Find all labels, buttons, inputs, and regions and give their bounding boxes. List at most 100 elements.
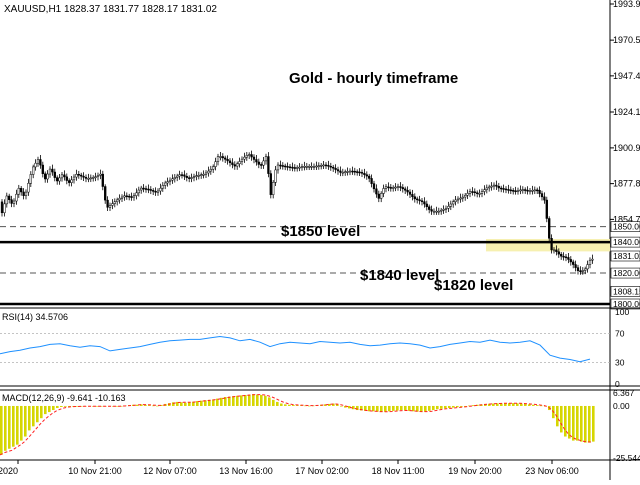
rsi-level-label: 70 [615,329,625,339]
macd-histogram-bar [444,405,447,409]
candle-body [382,188,385,194]
candle-body [591,258,594,261]
candle-body [224,157,227,160]
candle-body [413,196,416,200]
macd-histogram-bar [4,405,7,451]
macd-histogram-bar [232,396,235,406]
candle-body [185,175,188,178]
macd-histogram-bar [528,404,531,406]
candle-body [171,178,174,181]
candle-body [449,203,452,207]
macd-histogram-bar [192,401,195,406]
candle-body [111,203,114,206]
candle-body [490,185,493,188]
macd-histogram-bar [568,405,571,439]
macd-histogram-bar [280,403,283,406]
candle-body [236,163,239,167]
candle-body [56,177,59,182]
macd-histogram-bar [208,399,211,406]
macd-histogram-bar [464,405,467,407]
candle-body [228,160,232,163]
candle-body [269,173,272,195]
candle-body [140,187,143,191]
candle-body [485,187,488,190]
macd-histogram-bar [228,396,231,406]
candle-body [197,174,200,177]
candle-body [401,187,404,190]
candle-body [159,187,162,192]
candle-body [521,189,524,191]
candle-body [425,203,428,208]
candle-body [332,166,335,169]
macd-histogram-bar [324,404,327,406]
candle-body [276,164,280,171]
candle-body [384,186,388,189]
candle-body [488,186,491,189]
candle-body [435,210,438,213]
candle-body [243,156,246,160]
macd-histogram-bar [204,400,207,406]
macd-histogram-bar [392,405,395,411]
time-tick-label: 12 Nov 07:00 [143,466,197,476]
candle-body [137,189,140,194]
macd-histogram-bar [536,405,539,406]
candle-body [87,178,90,180]
level-tag-label: 1820.00 [613,268,640,278]
candle-body [341,171,344,174]
candle-body [432,210,436,213]
candle-body [468,191,472,194]
candle-body [142,187,145,190]
macd-histogram-bar [348,405,351,409]
candle-body [320,165,323,167]
price-candles [0,150,594,275]
candle-body [202,173,205,176]
candle-body [221,156,224,159]
macd-histogram-bar [176,401,179,406]
level-tag-label: 1808.15 [613,286,640,296]
macd-histogram-bar [364,405,367,411]
candle-body [173,177,176,180]
candle-body [34,162,37,168]
candle-body [339,170,342,173]
macd-histogram-bar [200,400,203,406]
macd-histogram-bar [16,405,19,445]
candle-body [226,159,229,162]
time-tick-label: 19 Nov 20:00 [448,466,502,476]
macd-histogram-bar [408,405,411,411]
candle-body [44,173,47,180]
macd-histogram-bar [556,405,559,427]
candle-body [24,191,28,196]
time-axis: Nov 2020 10 Nov 21:00 12 Nov 07:00 13 Nov 1… [0,460,579,476]
candle-body [288,166,292,169]
candle-body [209,168,212,172]
candle-body [161,185,164,189]
candle-body [212,166,215,170]
candle-body [41,164,44,174]
candle-body [264,156,268,162]
candle-body [574,264,577,268]
candle-body [272,182,275,195]
candle-body [132,195,136,198]
macd-histogram-bar [332,403,335,406]
candle-body [27,183,30,193]
annotation-1850-level: $1850 level [281,223,360,240]
candle-body [329,165,332,168]
macd-histogram-bar [264,395,267,406]
candle-body [569,259,572,263]
time-tick-label: Nov 2020 [0,466,18,476]
candle-body [36,159,40,164]
macd-histogram-bar [120,405,123,407]
candle-body [200,174,203,176]
candle-body [394,186,397,189]
candle-body [336,169,340,172]
price-level-lines [0,226,610,306]
macd-histogram-bar [196,401,199,406]
price-tick-label: 1900.90 [613,143,640,153]
macd-histogram-bar [360,405,363,411]
macd-histogram-bar [296,405,299,406]
candle-body [560,253,563,257]
candle-body [238,161,241,165]
macd-histogram-bar [0,405,3,455]
macd-histogram [0,394,595,455]
macd-histogram-bar [560,405,563,433]
